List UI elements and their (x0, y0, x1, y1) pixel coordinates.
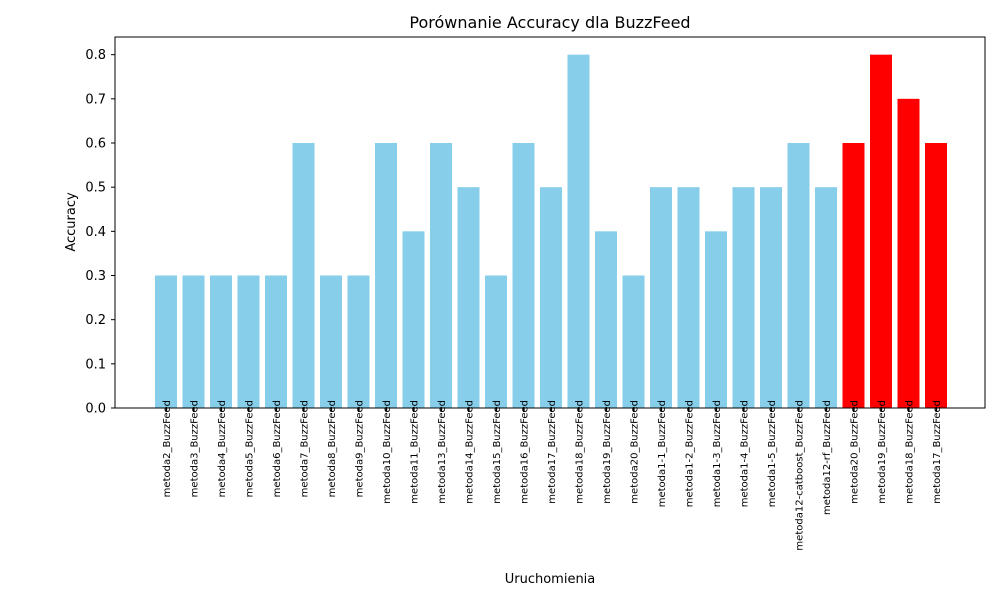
x-tick-label-15: metoda17_BuzzFeed (547, 400, 558, 504)
bar-12 (457, 187, 480, 408)
y-tick-label-7: 0.6 (85, 137, 106, 152)
x-tick-label-21: metoda1-3_BuzzFeed (712, 400, 723, 507)
x-tick-label-7: metoda8_BuzzFeed (327, 400, 338, 497)
bar-25 (815, 187, 837, 408)
y-tick-label-6: 0.5 (85, 181, 106, 196)
bar-9 (375, 143, 397, 408)
y-tick-label-8: 0.7 (85, 92, 106, 107)
bar-29 (925, 143, 947, 408)
bar-24 (787, 143, 810, 408)
bar-10 (402, 231, 425, 408)
y-tick-label-9: 0.8 (85, 48, 106, 63)
x-tick-label-13: metoda15_BuzzFeed (492, 400, 503, 504)
x-tick-label-18: metoda20_BuzzFeed (630, 400, 641, 504)
bar-5 (265, 275, 287, 408)
x-tick-label-27: metoda19_BuzzFeed (877, 400, 888, 504)
bar-7 (320, 275, 342, 408)
y-tick-label-4: 0.3 (85, 269, 106, 284)
x-axis: metoda2_BuzzFeed metoda3_BuzzFeed metoda4_… (162, 400, 943, 551)
x-tick-label-10: metoda11_BuzzFeed (410, 400, 421, 504)
y-axis: 0.0 0.1 0.2 0.3 0.4 0.5 0.6 0.7 0.8 (85, 48, 115, 417)
bar-1 (155, 275, 177, 408)
bar-13 (485, 275, 507, 408)
bar-28 (897, 98, 920, 408)
bar-22 (732, 187, 755, 408)
x-tick-label-28: metoda18_BuzzFeed (905, 400, 916, 504)
bar-15 (540, 187, 562, 408)
x-tick-label-8: metoda9_BuzzFeed (355, 400, 366, 497)
x-tick-label-5: metoda6_BuzzFeed (272, 400, 283, 497)
x-tick-label-14: metoda16_BuzzFeed (520, 400, 531, 504)
x-tick-label-2: metoda3_BuzzFeed (190, 400, 201, 497)
x-tick-label-9: metoda10_BuzzFeed (382, 400, 393, 504)
x-tick-label-12: metoda14_BuzzFeed (465, 400, 476, 504)
y-axis-title: Accuracy (64, 192, 79, 252)
bar-26 (842, 143, 865, 408)
x-tick-label-19: metoda1-1_BuzzFeed (657, 400, 668, 507)
bar-4 (237, 275, 260, 408)
y-tick-label-1: 0.0 (85, 402, 106, 417)
x-axis-title: Uruchomienia (505, 572, 596, 587)
x-tick-label-24: metoda12-catboost_BuzzFeed (795, 400, 806, 551)
y-tick-label-3: 0.2 (85, 313, 106, 328)
x-tick-label-3: metoda4_BuzzFeed (217, 400, 228, 497)
x-tick-label-6: metoda7_BuzzFeed (300, 400, 311, 497)
x-tick-label-26: metoda20_BuzzFeed (850, 400, 861, 504)
x-tick-label-25: metoda12-rf_BuzzFeed (822, 400, 833, 515)
bar-3 (210, 275, 232, 408)
x-tick-label-1: metoda2_BuzzFeed (162, 400, 173, 497)
bar-20 (677, 187, 700, 408)
bar-27 (870, 54, 892, 409)
y-tick-label-5: 0.4 (85, 225, 106, 240)
bar-8 (347, 275, 370, 408)
bar-6 (292, 143, 315, 408)
bar-17 (595, 231, 617, 408)
x-tick-label-22: metoda1-4_BuzzFeed (740, 400, 751, 507)
x-tick-label-29: metoda17_BuzzFeed (932, 400, 943, 504)
bar-19 (650, 187, 672, 408)
x-tick-label-4: metoda5_BuzzFeed (245, 400, 256, 497)
x-tick-label-16: metoda18_BuzzFeed (575, 400, 586, 504)
x-tick-label-11: metoda13_BuzzFeed (437, 400, 448, 504)
y-tick-label-2: 0.1 (85, 357, 106, 372)
bars-group (155, 54, 947, 409)
x-tick-label-17: metoda19_BuzzFeed (602, 400, 613, 504)
plot-frame (114, 36, 986, 409)
bar-14 (512, 143, 535, 408)
bar-21 (705, 231, 727, 408)
bar-2 (182, 275, 205, 408)
bar-11 (430, 143, 452, 408)
bar-23 (760, 187, 782, 408)
bar-16 (567, 54, 590, 409)
x-tick-label-20: metoda1-2_BuzzFeed (685, 400, 696, 507)
x-tick-label-23: metoda1-5_BuzzFeed (767, 400, 778, 507)
bar-18 (622, 275, 645, 408)
chart-title: Porównanie Accuracy dla BuzzFeed (409, 13, 690, 32)
